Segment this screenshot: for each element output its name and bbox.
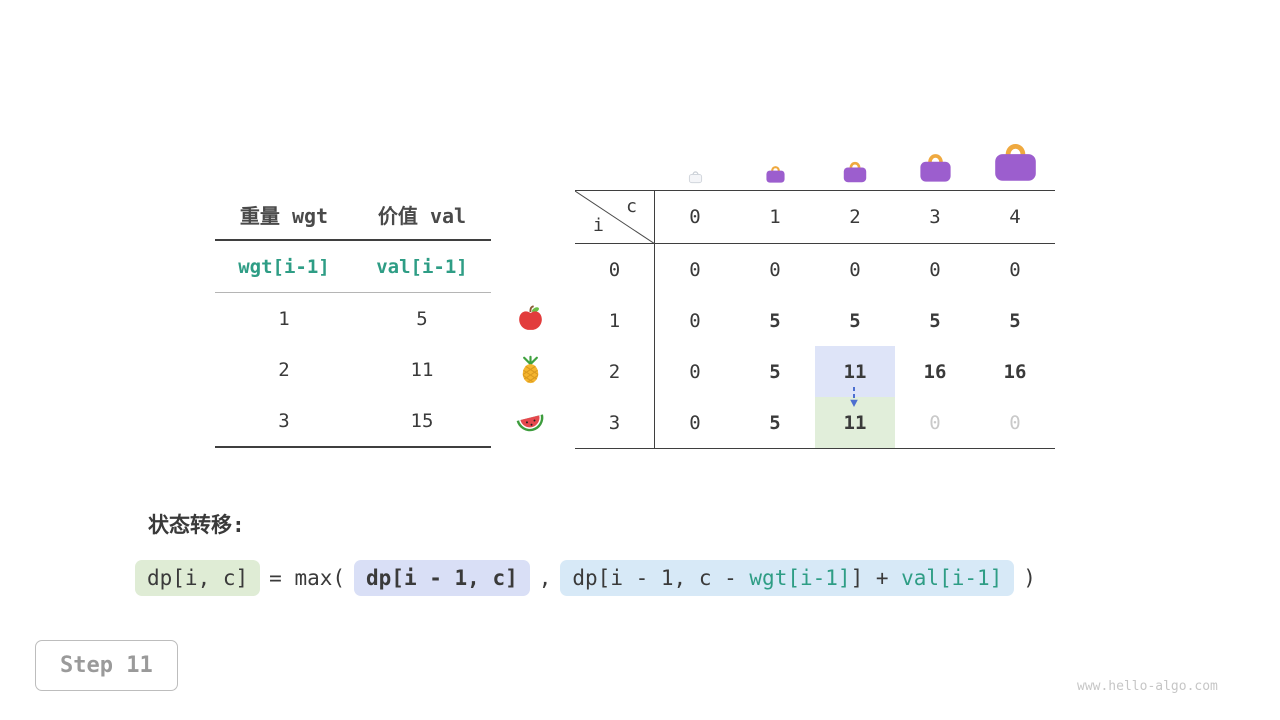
formula-operator: = max( (269, 566, 346, 590)
dp-col-header-0: 0 (655, 191, 735, 244)
item-3-weight: 3 (278, 409, 290, 432)
item-icons-column (509, 293, 551, 446)
pineapple-icon (509, 344, 551, 395)
dp-table: c i 0 1 2 3 4 0 0 0 0 0 0 1 0 5 5 5 5 2 … (575, 190, 1055, 449)
item-row-2: 2 11 (215, 344, 491, 395)
formula-term-take-part3: ] + (850, 566, 902, 590)
dp-cell-3-1: 5 (769, 411, 781, 434)
step-badge: Step 11 (35, 640, 178, 691)
item-2-weight: 2 (278, 358, 290, 381)
dp-col-header-3: 3 (895, 191, 975, 244)
weight-column-header: 重量 wgt (239, 204, 329, 228)
dp-row-header-0: 0 (575, 244, 655, 295)
dp-row-header-3: 3 (575, 397, 655, 448)
items-table: 重量 wgt 价值 val wgt[i-1] val[i-1] 1 5 2 11… (215, 190, 491, 448)
value-column-header: 价值 val (377, 204, 467, 228)
dp-cell-2-4: 16 (1003, 360, 1027, 383)
dp-cell-1-4: 5 (1009, 309, 1021, 332)
item-1-weight: 1 (278, 307, 290, 330)
formula-lhs: dp[i, c] (135, 560, 261, 596)
dp-cell-3-4: 0 (1009, 411, 1021, 434)
formula-term-take: dp[i - 1, c - wgt[i-1]] + val[i-1] (560, 560, 1015, 596)
items-table-variable-row: wgt[i-1] val[i-1] (215, 241, 491, 293)
formula-close-paren: ) (1023, 566, 1036, 590)
capacity-icons-row (655, 132, 1055, 184)
weight-variable-label: wgt[i-1] (238, 255, 330, 278)
item-2-value: 11 (410, 358, 434, 381)
dp-col-header-2: 2 (815, 191, 895, 244)
dp-row-header-1: 1 (575, 295, 655, 346)
item-1-value: 5 (416, 307, 428, 330)
dp-cell-0-1: 0 (769, 258, 781, 281)
item-axis-label: i (593, 215, 604, 236)
dp-cell-2-0: 0 (689, 360, 701, 383)
dp-col-header-1: 1 (735, 191, 815, 244)
state-transition-label: 状态转移: (148, 513, 245, 537)
item-3-value: 15 (410, 409, 434, 432)
items-table-header-row: 重量 wgt 价值 val (215, 190, 491, 241)
bag-icon-capacity-0 (655, 132, 735, 184)
formula-wgt-ref: wgt[i-1] (749, 566, 851, 590)
formula-comma: , (538, 566, 552, 590)
dp-cell-0-0: 0 (689, 258, 701, 281)
dp-cell-1-0: 0 (689, 309, 701, 332)
watermelon-icon (509, 395, 551, 446)
bag-icon-capacity-3 (895, 132, 975, 184)
bag-icon-capacity-4 (975, 132, 1055, 184)
dp-cell-0-4: 0 (1009, 258, 1021, 281)
watermark-text: www.hello-algo.com (1077, 679, 1218, 694)
item-row-3: 3 15 (215, 395, 491, 446)
dp-row-header-2: 2 (575, 346, 655, 397)
dp-cell-0-2: 0 (849, 258, 861, 281)
dp-cell-1-1: 5 (769, 309, 781, 332)
formula-term-keep: dp[i - 1, c] (354, 560, 530, 596)
capacity-axis-label: c (626, 196, 637, 217)
formula-val-ref: val[i-1] (901, 566, 1003, 590)
transition-arrow-icon (846, 386, 862, 412)
dp-col-header-4: 4 (975, 191, 1055, 244)
bag-icon-capacity-1 (735, 132, 815, 184)
dp-cell-1-2: 5 (849, 309, 861, 332)
dp-cell-2-1: 5 (769, 360, 781, 383)
dp-cell-2-3: 16 (923, 360, 947, 383)
dp-cell-3-3: 0 (929, 411, 941, 434)
dp-cell-0-3: 0 (929, 258, 941, 281)
dp-cell-1-3: 5 (929, 309, 941, 332)
dp-corner-cell: c i (575, 191, 655, 244)
item-row-1: 1 5 (215, 293, 491, 344)
value-variable-label: val[i-1] (376, 255, 468, 278)
bag-icon-capacity-2 (815, 132, 895, 184)
dp-cell-3-0: 0 (689, 411, 701, 434)
state-transition-formula: dp[i, c] = max( dp[i - 1, c], dp[i - 1, c -… (135, 560, 1036, 596)
dp-cell-3-2-highlight-target: 11 (815, 397, 895, 448)
formula-term-take-part1: dp[i - 1, c - (572, 566, 750, 590)
apple-icon (509, 293, 551, 344)
